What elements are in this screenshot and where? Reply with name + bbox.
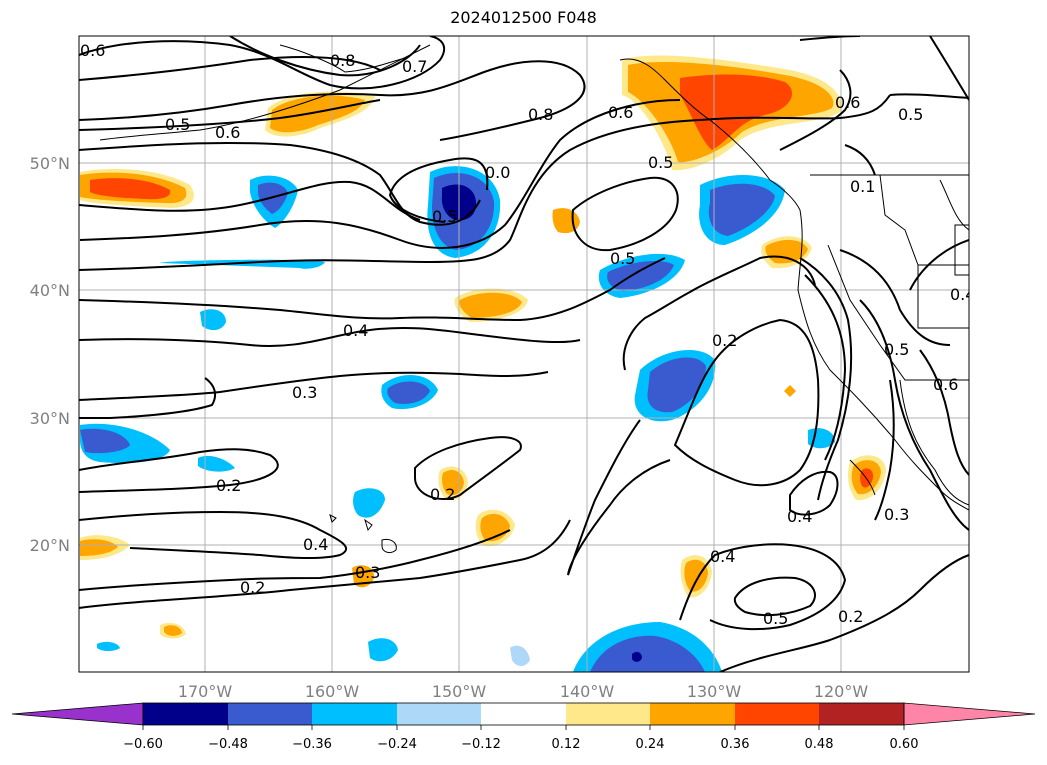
colorbar-tick-label: 0.24 <box>636 737 665 752</box>
colorbar-tick-label: −0.12 <box>461 737 501 752</box>
lat-tick-label: 20°N <box>30 536 70 555</box>
contour-label: 0.4 <box>787 507 812 526</box>
contour-label: 0.6 <box>933 375 958 394</box>
colorbar-tick-label: −0.24 <box>377 737 417 752</box>
lat-tick-label: 30°N <box>30 409 70 428</box>
colorbar-tick-label: 0.36 <box>721 737 750 752</box>
colorbar-tick-label: −0.48 <box>208 737 248 752</box>
colorbar-segment <box>481 703 566 725</box>
map-title: 2024012500 F048 <box>450 8 597 27</box>
contour-label: 0.0 <box>485 163 510 182</box>
colorbar-tick-label: 0.12 <box>552 737 581 752</box>
lon-tick-label: 140°W <box>560 682 615 701</box>
contour-label: 0.5 <box>432 207 457 226</box>
contour-label: 0.6 <box>80 41 105 60</box>
colorbar-segment <box>650 703 735 725</box>
contour-lines <box>79 36 969 672</box>
colorbar-segment <box>397 703 481 725</box>
colorbar-segment <box>566 703 650 725</box>
latitude-labels: 50°N 40°N 30°N 20°N <box>30 154 70 555</box>
colorbar-over-extension <box>903 702 1036 726</box>
colorbar-tick-label: 0.60 <box>890 737 919 752</box>
contour-label: 0.2 <box>712 331 737 350</box>
colorbar-segment <box>228 703 312 725</box>
colorbar-segment <box>819 703 904 725</box>
contour-label: 0.2 <box>216 476 241 495</box>
colorbar-under-extension <box>11 702 144 726</box>
contour-label: 0.8 <box>528 105 553 124</box>
contour-label: 0.5 <box>898 105 923 124</box>
contour-label: 0.5 <box>884 340 909 359</box>
colorbar: −0.60 −0.48 −0.36 −0.24 −0.12 0.12 0.24 … <box>11 702 1036 752</box>
contour-label: 0.2 <box>838 607 863 626</box>
colorbar-tick-label: −0.60 <box>123 737 163 752</box>
contour-label: 0.6 <box>835 93 860 112</box>
contour-label: 0.3 <box>355 563 380 582</box>
contour-label: 0.5 <box>165 115 190 134</box>
shaded-areas <box>80 55 886 672</box>
lat-tick-label: 40°N <box>30 281 70 300</box>
map-background <box>79 36 969 672</box>
contour-label: 0.6 <box>608 103 633 122</box>
lat-tick-label: 50°N <box>30 154 70 173</box>
lon-tick-label: 170°W <box>178 682 233 701</box>
contour-label: 0.3 <box>292 383 317 402</box>
colorbar-ticks <box>142 725 905 730</box>
colorbar-segment <box>143 703 228 725</box>
colorbar-segment <box>312 703 397 725</box>
colorbar-tick-label: −0.36 <box>292 737 332 752</box>
contour-label: 0.6 <box>215 123 240 142</box>
lon-tick-label: 160°W <box>305 682 360 701</box>
contour-label: 0.4 <box>303 535 328 554</box>
contour-label: 0.2 <box>240 578 265 597</box>
contour-label: 0.5 <box>763 609 788 628</box>
contour-label: 0.8 <box>330 51 355 70</box>
lon-tick-label: 130°W <box>687 682 742 701</box>
colorbar-tick-label: 0.48 <box>805 737 834 752</box>
contour-label: 0.1 <box>850 177 875 196</box>
gridlines <box>79 36 969 672</box>
lon-tick-label: 150°W <box>432 682 487 701</box>
contour-label: 0.4 <box>950 285 975 304</box>
contour-label: 0.2 <box>430 485 455 504</box>
longitude-labels: 170°W 160°W 150°W 140°W 130°W 120°W <box>178 682 869 701</box>
contour-label: 0.5 <box>648 153 673 172</box>
lon-tick-label: 120°W <box>814 682 869 701</box>
colorbar-segment <box>735 703 819 725</box>
contour-labels: 0.6 0.8 0.7 0.5 0.6 0.8 0.6 0.5 0.5 0.6 … <box>80 41 975 628</box>
contour-label: 0.4 <box>343 321 368 340</box>
contour-label: 0.5 <box>610 249 635 268</box>
contour-label: 0.7 <box>402 57 427 76</box>
map-frame <box>78 35 970 673</box>
colorbar-frame <box>142 702 905 726</box>
contour-label: 0.3 <box>884 505 909 524</box>
contour-label: 0.4 <box>710 547 735 566</box>
map-content: 0.6 0.8 0.7 0.5 0.6 0.8 0.6 0.5 0.5 0.6 … <box>79 36 975 672</box>
